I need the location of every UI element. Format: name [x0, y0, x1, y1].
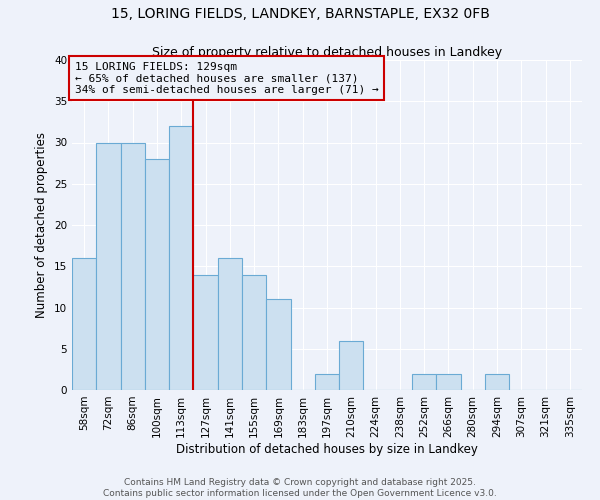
Bar [412, 374, 436, 390]
Text: 15, LORING FIELDS, LANDKEY, BARNSTAPLE, EX32 0FB: 15, LORING FIELDS, LANDKEY, BARNSTAPLE, … [110, 8, 490, 22]
Bar [242, 274, 266, 390]
Bar [218, 258, 242, 390]
Bar [169, 126, 193, 390]
Y-axis label: Number of detached properties: Number of detached properties [35, 132, 49, 318]
Bar [193, 274, 218, 390]
Bar [339, 340, 364, 390]
Text: Contains HM Land Registry data © Crown copyright and database right 2025.
Contai: Contains HM Land Registry data © Crown c… [103, 478, 497, 498]
Bar [72, 258, 96, 390]
Bar [266, 299, 290, 390]
X-axis label: Distribution of detached houses by size in Landkey: Distribution of detached houses by size … [176, 442, 478, 456]
Bar [121, 142, 145, 390]
Bar [96, 142, 121, 390]
Bar [436, 374, 461, 390]
Text: 15 LORING FIELDS: 129sqm
← 65% of detached houses are smaller (137)
34% of semi-: 15 LORING FIELDS: 129sqm ← 65% of detach… [74, 62, 379, 95]
Bar [145, 159, 169, 390]
Title: Size of property relative to detached houses in Landkey: Size of property relative to detached ho… [152, 46, 502, 59]
Bar [485, 374, 509, 390]
Bar [315, 374, 339, 390]
